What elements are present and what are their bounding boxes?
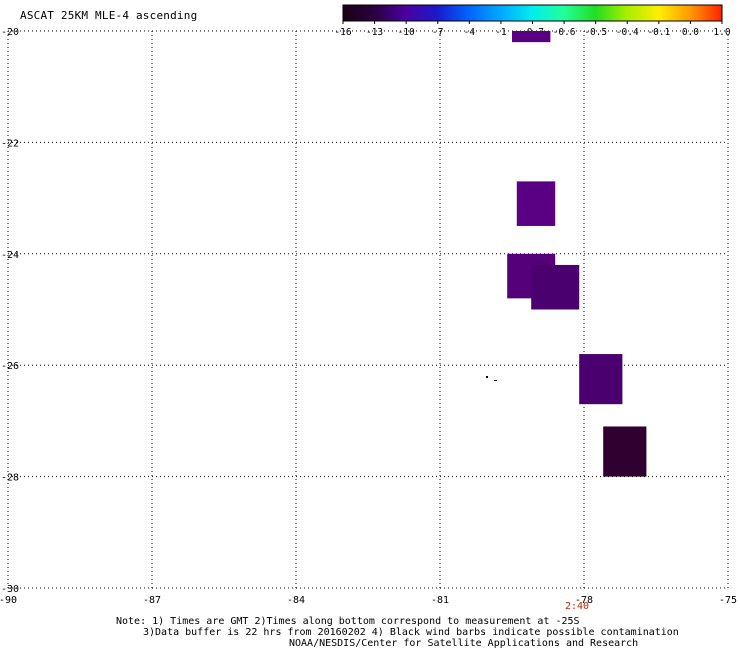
colorbar-label: -1 <box>495 27 507 38</box>
x-tick-label: -81 <box>431 595 449 606</box>
colorbar-label: -7 <box>432 27 443 38</box>
time-label: 2:40 <box>565 601 590 612</box>
y-tick-label: -20 <box>1 27 19 38</box>
axis-ticks: -20 -22 -24 -26 -28 -30-90 -87 -84 -81 -78 -75 <box>0 27 737 606</box>
colorbar-gradient <box>342 4 723 22</box>
data-cell <box>516 181 556 226</box>
colorbar-label: -10 <box>398 27 415 38</box>
map-grid <box>7 30 729 589</box>
note-line-3: NOAA/NESDIS/Center for Satellite Applica… <box>289 638 639 649</box>
colorbar-label: 0.0 <box>682 27 699 38</box>
x-tick-label: -75 <box>719 595 737 606</box>
note-line-2: 3)Data buffer is 22 hrs from 20160202 4)… <box>143 627 679 638</box>
colorbar-label: -0.1 <box>647 27 670 38</box>
data-cell <box>531 264 580 310</box>
colorbar-label: -4 <box>464 27 476 38</box>
x-tick-label: -78 <box>575 595 593 606</box>
y-tick-label: -30 <box>1 584 19 595</box>
colorbar-label: -13 <box>366 27 383 38</box>
colorbar-label: 1.0 <box>713 27 730 38</box>
y-tick-label: -26 <box>1 361 19 372</box>
y-tick-label: -24 <box>1 250 19 261</box>
colorbar-label: -0.4 <box>616 27 639 38</box>
data-cell <box>579 354 623 405</box>
y-tick-label: -28 <box>1 473 19 484</box>
small-wind-barbs <box>486 376 497 381</box>
x-tick-label: -84 <box>287 595 305 606</box>
colorbar-label: -0.5 <box>584 27 607 38</box>
data-cell <box>603 426 647 477</box>
x-tick-label: -90 <box>0 595 17 606</box>
data-cell <box>512 31 551 43</box>
data-cells <box>507 31 647 477</box>
y-tick-label: -22 <box>1 138 19 149</box>
colorbar-label: -0.6 <box>553 27 576 38</box>
note-line-1: Note: 1) Times are GMT 2)Times along bot… <box>116 616 580 627</box>
x-tick-label: -87 <box>143 595 161 606</box>
map-title: ASCAT 25KM MLE-4 ascending <box>20 9 198 22</box>
wind-barb-mark <box>486 376 488 378</box>
colorbar-label: -16 <box>334 27 351 38</box>
wind-barb-mark <box>494 380 497 381</box>
